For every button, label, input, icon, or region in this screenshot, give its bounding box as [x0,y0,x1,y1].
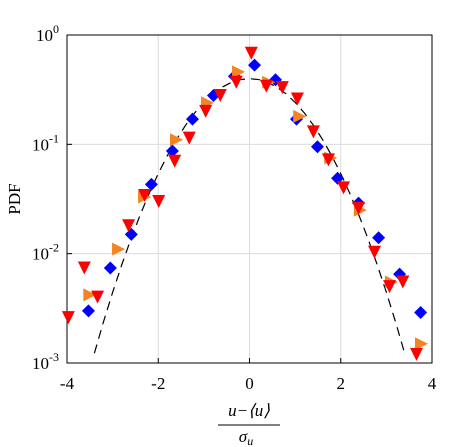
y-tick-exponent: -1 [49,131,59,145]
triangle-down-marker [336,181,350,195]
triangle-down-marker [168,154,182,168]
triangle-down-marker [409,347,423,361]
y-tick-label: 10-1 [32,131,59,154]
triangle-down-marker [122,219,136,233]
triangle-down-marker [213,88,227,102]
triangle-down-marker [368,245,382,259]
triangle-down-marker [290,92,304,106]
diamond-marker [144,177,158,191]
triangle-right-marker [83,288,97,302]
x-axis-label-denominator-sub: u [247,434,253,447]
x-tick-label: 4 [428,374,437,393]
y-axis-label: PDF [5,183,24,214]
x-tick-label: 0 [245,374,254,393]
triangle-down-marker [275,81,289,95]
fit-line [93,78,406,354]
triangle-down-marker [199,104,213,118]
triangle-down-marker [229,75,243,89]
y-tick-exponent: -2 [49,240,59,254]
diamond-marker [414,305,428,319]
triangle-down-marker [182,131,196,145]
diamond-marker [185,112,199,126]
triangle-right-marker [232,65,246,79]
triangle-down-marker [383,280,397,294]
diamond-marker [81,304,95,318]
diamond-marker [310,140,324,154]
triangle-down-marker [77,261,91,275]
y-tick-label: 10-2 [32,240,59,263]
diamond-marker [248,58,262,72]
x-axis-label-denominator-main: σ [239,427,248,446]
triangle-right-marker [293,109,307,123]
y-tick-base: 10 [36,26,53,45]
triangle-right-marker [112,242,126,256]
y-tick-base: 10 [32,135,49,154]
triangle-down-marker [396,275,410,289]
triangle-down-marker [244,46,258,60]
y-tick-exponent: 0 [53,22,59,36]
triangle-down-marker [91,290,105,304]
y-tick-base: 10 [32,245,49,264]
triangle-right-marker [170,133,183,147]
x-tick-label: 2 [337,374,346,393]
x-tick-label: -2 [151,374,165,393]
plot-frame [66,34,433,364]
triangle-down-marker [152,195,166,209]
y-tick-label: 100 [36,22,59,45]
y-tick-exponent: -3 [49,350,59,364]
y-tick-label: 10-3 [32,350,59,373]
triangle-down-marker [259,79,273,93]
diamond-marker [372,231,386,245]
triangle-down-marker [138,189,152,203]
triangle-right-marker [415,337,429,351]
triangle-down-marker [321,153,335,167]
triangle-down-marker [61,311,75,325]
diamond-marker [124,227,138,241]
triangle-down-marker [352,201,366,215]
y-tick-base: 10 [32,354,49,373]
x-tick-label: -4 [60,374,75,393]
x-axis-label-numerator: u−⟨u⟩ [228,401,270,420]
triangle-down-marker [306,125,320,139]
diamond-marker [103,261,117,275]
diamond-marker [165,144,179,158]
x-axis-label-denominator: σu [239,427,253,447]
